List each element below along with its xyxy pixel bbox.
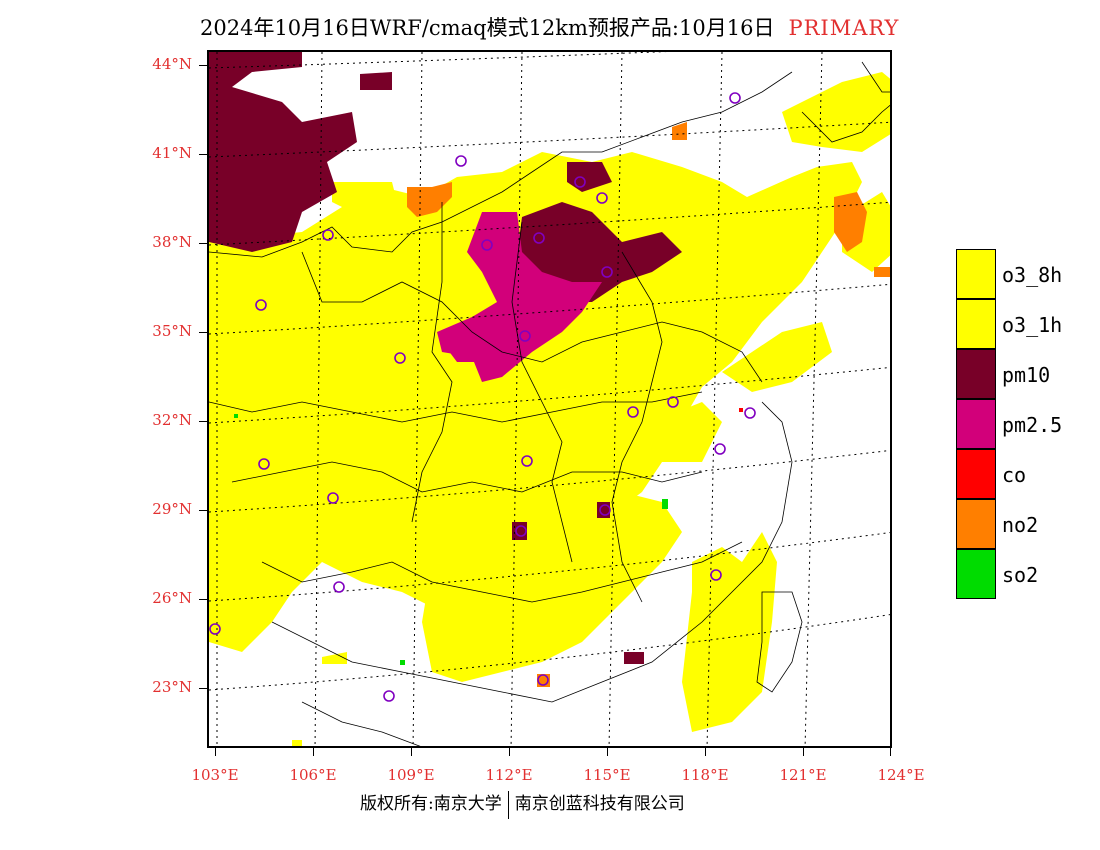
o3-field (209, 72, 890, 746)
legend-swatch (956, 249, 996, 299)
lat-tick-mark (199, 599, 207, 600)
pm10-field (209, 52, 682, 664)
legend-item-co: co (956, 449, 1081, 499)
lat-tick-mark (199, 421, 207, 422)
legend-label: pm2.5 (1002, 413, 1063, 437)
legend-swatch (956, 449, 996, 499)
map-canvas (209, 52, 890, 746)
map-title: 2024年10月16日WRF/cmaq模式12km预报产品:10月16日 PRIM… (200, 12, 899, 42)
lat-tick-mark (199, 688, 207, 689)
lat-tick-label: 32°N (152, 411, 192, 429)
lon-tick-mark (890, 748, 891, 756)
lon-tick-mark (215, 748, 216, 756)
legend-swatch (956, 349, 996, 399)
co-dots (739, 408, 743, 412)
primary-tag: PRIMARY (788, 16, 900, 40)
legend-label: co (1002, 463, 1027, 487)
lon-tick-label: 118°E (681, 766, 729, 784)
lon-tick-mark (411, 748, 412, 756)
lon-tick-mark (803, 748, 804, 756)
lat-tick-mark (199, 154, 207, 155)
legend-item-pm25: pm2.5 (956, 399, 1081, 449)
lon-tick-label: 109°E (387, 766, 435, 784)
legend-label: pm10 (1002, 363, 1051, 387)
lat-tick-label: 26°N (152, 589, 192, 607)
lon-tick-label: 112°E (485, 766, 533, 784)
lat-tick-label: 35°N (152, 322, 192, 340)
so2-dots (234, 414, 668, 665)
pollution-map (207, 50, 892, 748)
footer-divider (507, 790, 509, 819)
legend-item-pm10: pm10 (956, 349, 1081, 399)
lat-tick-label: 44°N (152, 55, 192, 73)
lon-tick-label: 106°E (289, 766, 337, 784)
legend-item-no2: no2 (956, 499, 1081, 549)
map-title-text: 2024年10月16日WRF/cmaq模式12km预报产品:10月16日 (200, 16, 775, 40)
legend-swatch (956, 399, 996, 449)
lon-tick-mark (509, 748, 510, 756)
pm25-field (437, 212, 602, 382)
lat-tick-mark (199, 65, 207, 66)
legend-swatch (956, 299, 996, 349)
legend-label: o3_8h (1002, 263, 1063, 287)
lat-tick-label: 41°N (152, 144, 192, 162)
lon-tick-mark (313, 748, 314, 756)
legend-swatch (956, 549, 996, 599)
lat-tick-label: 38°N (152, 233, 192, 251)
lat-tick-label: 29°N (152, 500, 192, 518)
legend-label: no2 (1002, 513, 1039, 537)
lon-tick-label: 115°E (583, 766, 631, 784)
copyright-right: 南京创蓝科技有限公司 (514, 794, 685, 814)
lat-tick-mark (199, 243, 207, 244)
legend-item-o3-8h: o3_8h (956, 249, 1081, 299)
copyright-footer: 版权所有:南京大学 南京创蓝科技有限公司 (360, 789, 685, 819)
legend-label: so2 (1002, 563, 1039, 587)
lon-tick-label: 103°E (191, 766, 239, 784)
legend: o3_8h o3_1h pm10 pm2.5 co no2 so2 (956, 249, 1081, 599)
copyright-left: 版权所有:南京大学 (360, 794, 502, 814)
legend-item-o3-1h: o3_1h (956, 299, 1081, 349)
lat-tick-mark (199, 510, 207, 511)
lat-tick-mark (199, 332, 207, 333)
lon-tick-mark (705, 748, 706, 756)
lon-tick-label: 124°E (877, 766, 925, 784)
lat-tick-label: 23°N (152, 678, 192, 696)
lon-tick-mark (607, 748, 608, 756)
station-markers (209, 92, 756, 702)
legend-label: o3_1h (1002, 313, 1063, 337)
lon-tick-label: 121°E (779, 766, 827, 784)
legend-item-so2: so2 (956, 549, 1081, 599)
legend-swatch (956, 499, 996, 549)
